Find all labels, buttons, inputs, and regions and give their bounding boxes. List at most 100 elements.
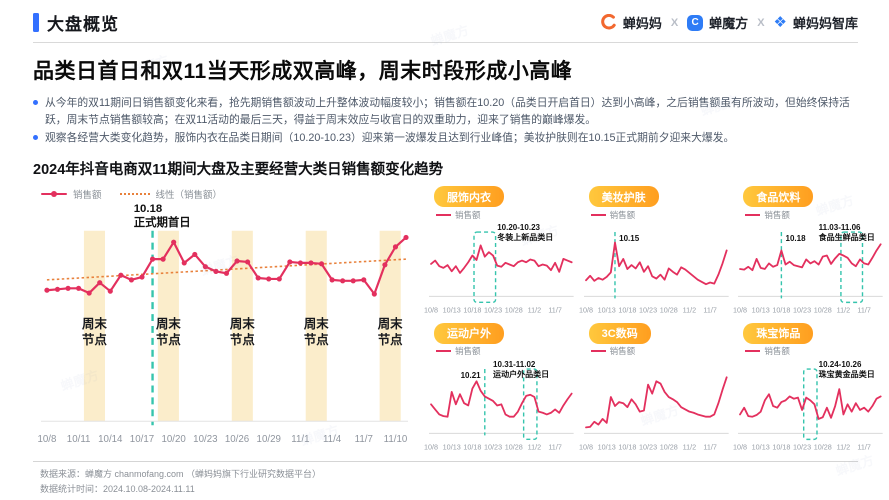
svg-text:10/8: 10/8 xyxy=(579,306,593,315)
category-pill: 运动户外 xyxy=(434,322,504,344)
svg-text:11/2: 11/2 xyxy=(837,442,851,451)
svg-text:11/7: 11/7 xyxy=(703,442,717,451)
svg-text:10/8: 10/8 xyxy=(733,442,747,451)
svg-text:10.18: 10.18 xyxy=(134,203,163,215)
svg-text:节点: 节点 xyxy=(82,332,107,347)
svg-text:10/13: 10/13 xyxy=(752,306,770,315)
svg-text:10/28: 10/28 xyxy=(505,442,523,451)
svg-text:10.15: 10.15 xyxy=(619,234,640,243)
logo-separator: X xyxy=(670,16,679,29)
svg-text:11/4: 11/4 xyxy=(323,434,342,445)
brand-logos: 蝉妈妈 X C 蝉魔方 X ❖ 蝉妈妈智库 xyxy=(600,13,858,32)
small-chart-legend: 销售额 xyxy=(436,346,576,357)
main-chart-legend: 销售额 线性（销售额） xyxy=(41,187,415,201)
svg-text:10/28: 10/28 xyxy=(659,442,677,451)
svg-text:正式期首日: 正式期首日 xyxy=(134,215,191,229)
small-chart-beauty: 美妆护肤 销售额 10.15 10/8 10/13 10/18 10/23 10/28 11… xyxy=(579,186,731,320)
svg-text:10/18: 10/18 xyxy=(773,442,791,451)
trend-line-legend-icon xyxy=(119,192,150,195)
svg-text:11/7: 11/7 xyxy=(858,306,872,315)
category-pill: 珠宝饰品 xyxy=(743,322,814,344)
bullet-text: 观察各经营大类变化趋势，服饰内衣在品类日期间（10.20-10.23）迎来第一波… xyxy=(45,132,735,145)
svg-text:10.20-10.23: 10.20-10.23 xyxy=(497,223,540,232)
svg-text:10/23: 10/23 xyxy=(639,442,657,451)
small-chart-plot: 10.15 10/8 10/13 10/18 10/23 10/28 11/2 11/7 xyxy=(579,232,729,315)
svg-text:11/7: 11/7 xyxy=(548,442,562,451)
svg-text:10/13: 10/13 xyxy=(752,442,770,451)
svg-text:10/8: 10/8 xyxy=(733,306,747,315)
svg-text:10/23: 10/23 xyxy=(193,434,217,445)
svg-text:节点: 节点 xyxy=(378,332,403,347)
small-chart-sports-outdoor: 运动户外 销售额 10.21 10.31-11.02 运动户外品类日 10/8 10/1… xyxy=(424,322,576,457)
bullet-item: 从今年的双11期间日销售额变化来看，抢先期销售额波动上升整体波动幅度较小；销售额… xyxy=(33,95,858,128)
svg-text:周末: 周末 xyxy=(156,316,181,331)
category-pill: 食品饮料 xyxy=(743,186,814,208)
svg-text:11.03-11.06: 11.03-11.06 xyxy=(819,223,861,232)
data-period: 数据统计时间：2024.10.08-2024.11.11 xyxy=(40,483,195,494)
footer-divider xyxy=(33,461,858,463)
svg-text:10/18: 10/18 xyxy=(463,442,481,451)
svg-text:11/2: 11/2 xyxy=(528,442,542,451)
small-chart-3c-digital: 3C数码 销售额 10/8 10/13 10/18 10/23 10/28 11/2 11/… xyxy=(579,322,731,457)
section-label: 大盘概览 xyxy=(47,15,119,34)
small-chart-legend: 销售额 xyxy=(745,346,885,357)
svg-text:10/23: 10/23 xyxy=(484,442,502,451)
svg-text:11/2: 11/2 xyxy=(682,442,696,451)
svg-text:10.24-10.26: 10.24-10.26 xyxy=(819,360,862,369)
small-chart-legend: 销售额 xyxy=(590,209,731,220)
svg-text:11/7: 11/7 xyxy=(703,306,717,315)
svg-text:10.31-11.02: 10.31-11.02 xyxy=(493,360,536,369)
svg-text:10/8: 10/8 xyxy=(37,434,56,445)
bullet-dot-icon xyxy=(33,135,38,141)
svg-text:10.18: 10.18 xyxy=(786,234,807,243)
svg-text:10/23: 10/23 xyxy=(793,306,811,315)
main-trend-chart: 销售额 线性（销售额） 周末 节点 周末 节点 周末 节点 周末 节点 周末 节点 10.18 正式期… xyxy=(33,186,415,457)
svg-text:11/1: 11/1 xyxy=(291,434,309,445)
small-chart-legend: 销售额 xyxy=(745,209,885,220)
svg-text:10/18: 10/18 xyxy=(618,442,636,451)
sales-line-legend-icon xyxy=(745,213,761,216)
charts-area: 销售额 线性（销售额） 周末 节点 周末 节点 周末 节点 周末 节点 周末 节点 10.18 正式期… xyxy=(0,179,889,457)
bullet-dot-icon xyxy=(33,100,38,105)
svg-text:10/28: 10/28 xyxy=(505,306,523,315)
chanmama-logo-icon xyxy=(600,13,617,31)
svg-text:11/7: 11/7 xyxy=(548,306,562,315)
svg-text:食品生鲜品类日: 食品生鲜品类日 xyxy=(819,232,875,242)
svg-text:10/8: 10/8 xyxy=(579,442,593,451)
svg-text:10/28: 10/28 xyxy=(659,306,677,315)
small-chart-apparel: 服饰内衣 销售额 10.20-10.23 冬装上新品类日 10/8 10/13 10/1… xyxy=(424,186,576,320)
svg-text:冬装上新品类日: 冬装上新品类日 xyxy=(497,232,553,242)
sales-legend-label: 销售额 xyxy=(764,209,790,220)
sales-line-legend-icon xyxy=(436,350,451,353)
svg-text:10/13: 10/13 xyxy=(597,306,615,315)
sales-legend-label: 销售额 xyxy=(764,346,790,357)
sales-line-legend-icon xyxy=(590,213,606,216)
chanmofang-logo-icon: C xyxy=(687,14,704,31)
small-chart-jewelry: 珠宝饰品 销售额 10.24-10.26 珠宝黄金品类日 10/8 10/13 10/1… xyxy=(733,322,885,457)
sales-legend-label: 销售额 xyxy=(73,189,102,201)
sales-line-legend-icon xyxy=(590,350,606,353)
data-source: 数据来源：蝉魔方 chanmofang.com （蝉妈妈旗下行业研究数据平台） xyxy=(40,469,322,480)
svg-text:10/23: 10/23 xyxy=(793,442,811,451)
svg-text:周末: 周末 xyxy=(304,316,329,331)
svg-text:10/13: 10/13 xyxy=(597,442,615,451)
svg-text:11/2: 11/2 xyxy=(528,306,542,315)
logo-separator: X xyxy=(757,16,765,29)
svg-text:11/7: 11/7 xyxy=(858,442,872,451)
svg-text:10/18: 10/18 xyxy=(618,306,636,315)
small-chart-legend: 销售额 xyxy=(590,346,731,357)
svg-text:10/18: 10/18 xyxy=(463,306,481,315)
svg-text:节点: 节点 xyxy=(304,332,329,347)
sales-legend-label: 销售额 xyxy=(609,346,636,357)
trend-legend-label: 线性（销售额） xyxy=(155,189,223,201)
category-pill: 服饰内衣 xyxy=(434,186,504,208)
svg-text:运动户外品类日: 运动户外品类日 xyxy=(493,369,549,379)
svg-text:11/2: 11/2 xyxy=(837,306,851,315)
svg-text:10/28: 10/28 xyxy=(814,442,832,451)
svg-text:周末: 周末 xyxy=(230,316,255,331)
